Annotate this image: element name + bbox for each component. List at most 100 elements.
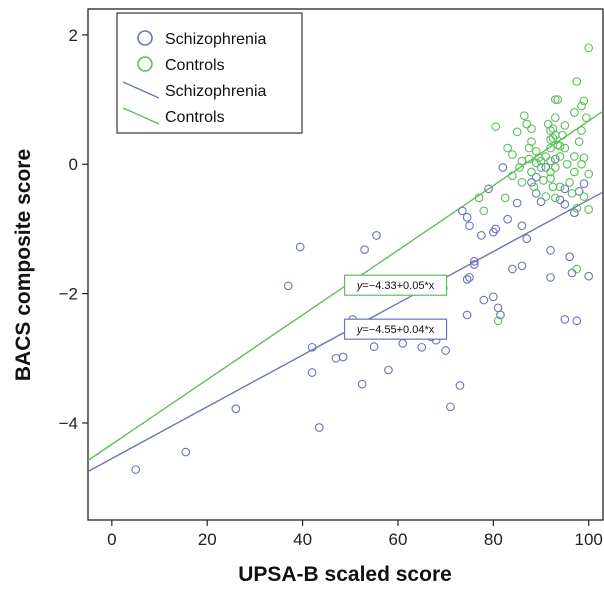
- point-controls: [519, 111, 529, 121]
- legend-entry-line-schizophrenia: Schizophrenia: [122, 81, 267, 100]
- point-controls: [579, 153, 589, 163]
- point-schizophrenia: [441, 346, 450, 355]
- point-schizophrenia: [369, 342, 379, 351]
- point-schizophrenia: [357, 379, 367, 389]
- point-controls: [527, 167, 536, 177]
- point-schizophrenia: [579, 179, 589, 188]
- equation-label-controls: y=−4.33+0.05*x: [343, 274, 448, 296]
- point-schizophrenia: [469, 260, 479, 269]
- point-controls: [508, 171, 517, 181]
- equation-labels: y=−4.55+0.04*x y=−4.33+0.05*x: [343, 274, 448, 340]
- data-points: [131, 43, 594, 474]
- point-controls: [553, 95, 563, 104]
- point-controls: [541, 152, 551, 161]
- point-controls: [517, 178, 527, 187]
- point-controls: [550, 193, 560, 203]
- point-schizophrenia: [462, 310, 472, 320]
- point-schizophrenia: [572, 316, 582, 326]
- point-schizophrenia: [181, 447, 191, 457]
- point-schizophrenia: [455, 381, 465, 390]
- point-controls: [508, 150, 517, 159]
- point-schizophrenia: [488, 292, 498, 302]
- axes: 0 20 40 60 80 100 −4 −2 0 2: [59, 26, 603, 549]
- legend-label: Schizophrenia: [165, 83, 267, 100]
- legend-label: Controls: [165, 57, 225, 74]
- point-controls: [560, 121, 570, 130]
- point-schizophrenia: [570, 208, 579, 218]
- point-controls: [570, 152, 579, 161]
- point-controls: [560, 143, 570, 153]
- point-controls: [550, 163, 560, 172]
- y-tick-label: 2: [69, 26, 78, 45]
- x-tick-label: 100: [575, 530, 603, 549]
- point-controls: [574, 137, 584, 146]
- point-controls: [555, 141, 565, 151]
- point-schizophrenia: [491, 224, 501, 234]
- point-controls: [491, 122, 501, 132]
- point-controls: [546, 167, 555, 177]
- equation-text: y=−4.55+0.04*x: [356, 324, 435, 336]
- point-schizophrenia: [307, 368, 317, 377]
- point-schizophrenia: [546, 273, 555, 282]
- point-schizophrenia: [484, 184, 493, 194]
- x-tick-label: 80: [484, 530, 503, 549]
- x-tick-label: 20: [198, 530, 217, 549]
- point-schizophrenia: [462, 212, 472, 222]
- point-schizophrenia: [531, 172, 541, 182]
- point-schizophrenia: [283, 281, 293, 291]
- point-controls: [493, 316, 503, 326]
- point-controls: [500, 193, 510, 203]
- point-controls: [579, 192, 589, 201]
- equation-box: [343, 318, 448, 340]
- point-controls: [584, 205, 594, 214]
- point-controls: [546, 126, 555, 135]
- point-controls: [577, 126, 586, 135]
- point-controls: [527, 124, 536, 134]
- point-controls: [567, 188, 577, 198]
- legend: Schizophrenia Controls Schizophrenia Contro…: [116, 12, 303, 134]
- y-tick-label: −2: [59, 285, 78, 304]
- point-schizophrenia: [560, 315, 570, 324]
- point-controls: [546, 174, 555, 183]
- legend-entry-line-controls: Controls: [122, 107, 225, 126]
- point-controls: [581, 113, 591, 123]
- legend-box: [116, 12, 303, 134]
- point-schizophrenia: [536, 197, 546, 207]
- x-axis-label: UPSA-B scaled score: [238, 563, 452, 586]
- point-schizophrenia: [469, 256, 479, 266]
- point-controls: [524, 154, 534, 164]
- point-controls: [546, 156, 555, 166]
- x-tick-label: 60: [388, 530, 407, 549]
- point-controls: [572, 264, 582, 274]
- legend-line: [122, 107, 160, 125]
- point-schizophrenia: [307, 342, 317, 352]
- point-schizophrenia: [446, 402, 455, 412]
- point-controls: [570, 167, 579, 177]
- point-schizophrenia: [131, 465, 141, 474]
- point-schizophrenia: [584, 271, 594, 281]
- point-controls: [541, 192, 551, 201]
- y-tick-label: 0: [69, 155, 78, 174]
- point-schizophrenia: [560, 199, 570, 209]
- legend-line: [122, 81, 160, 99]
- point-controls: [550, 113, 560, 123]
- legend-label: Schizophrenia: [165, 31, 267, 48]
- point-schizophrenia: [465, 221, 474, 231]
- point-controls: [529, 182, 539, 192]
- point-schizophrenia: [457, 206, 467, 216]
- legend-entry-marker-schizophrenia: Schizophrenia: [137, 30, 267, 48]
- point-controls: [522, 119, 532, 129]
- point-schizophrenia: [517, 221, 527, 231]
- point-schizophrenia: [541, 163, 551, 172]
- point-schizophrenia: [522, 234, 532, 243]
- point-schizophrenia: [517, 261, 527, 271]
- point-schizophrenia: [496, 310, 505, 320]
- point-schizophrenia: [508, 264, 517, 274]
- point-schizophrenia: [314, 423, 324, 432]
- point-controls: [584, 43, 594, 53]
- legend-marker: [137, 56, 153, 72]
- point-controls: [570, 108, 579, 117]
- point-controls: [562, 159, 572, 169]
- point-schizophrenia: [360, 245, 369, 254]
